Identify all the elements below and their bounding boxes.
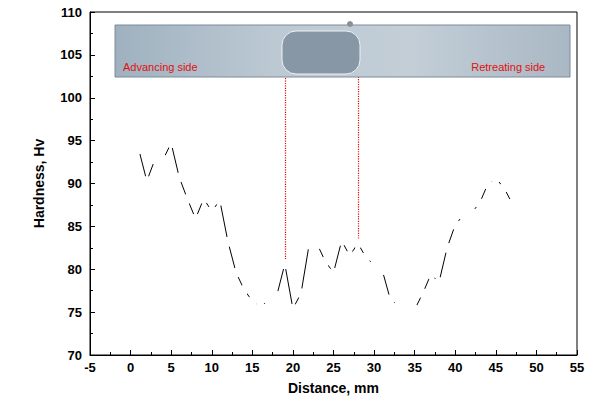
svg-text:Retreating side: Retreating side	[471, 61, 545, 73]
svg-text:75: 75	[68, 305, 82, 320]
svg-text:40: 40	[448, 360, 462, 375]
svg-text:5: 5	[168, 360, 175, 375]
svg-text:110: 110	[61, 5, 82, 20]
svg-text:105: 105	[60, 47, 82, 62]
svg-text:-5: -5	[84, 360, 96, 375]
svg-text:15: 15	[245, 360, 259, 375]
svg-text:90: 90	[68, 176, 82, 191]
svg-text:35: 35	[407, 360, 421, 375]
svg-text:55: 55	[570, 360, 584, 375]
svg-text:25: 25	[326, 360, 340, 375]
svg-text:80: 80	[68, 262, 82, 277]
svg-text:70: 70	[68, 348, 82, 363]
svg-text:85: 85	[68, 219, 82, 234]
svg-text:20: 20	[286, 360, 300, 375]
svg-text:10: 10	[205, 360, 219, 375]
svg-text:50: 50	[529, 360, 543, 375]
svg-text:95: 95	[68, 133, 82, 148]
svg-text:0: 0	[127, 360, 134, 375]
svg-text:Hardness, Hv: Hardness, Hv	[31, 139, 47, 229]
svg-text:Advancing side: Advancing side	[123, 61, 198, 73]
svg-text:100: 100	[60, 90, 82, 105]
svg-text:30: 30	[367, 360, 381, 375]
svg-text:Distance, mm: Distance, mm	[288, 380, 379, 396]
svg-text:45: 45	[489, 360, 503, 375]
